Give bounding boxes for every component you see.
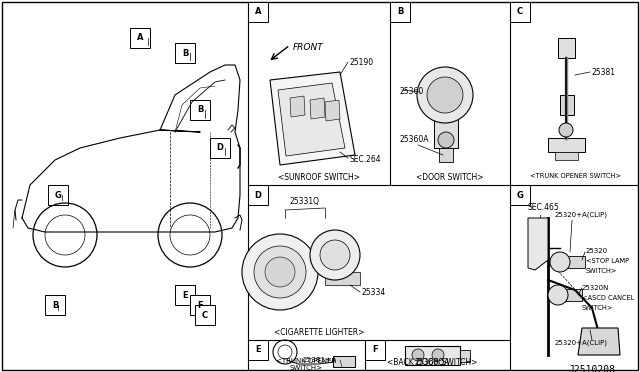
Circle shape [548,285,568,305]
Circle shape [432,349,444,361]
Bar [568,256,585,268]
Circle shape [254,246,306,298]
Circle shape [417,67,473,123]
Polygon shape [310,98,325,119]
Text: B: B [197,106,203,115]
Text: 25381: 25381 [592,68,616,77]
Text: C: C [202,311,208,320]
Polygon shape [528,218,548,270]
Text: FRONT: FRONT [293,43,324,52]
Text: <TRUNK OPENER
SWITCH>: <TRUNK OPENER SWITCH> [276,358,336,371]
Text: 25320+A(CLIP): 25320+A(CLIP) [555,212,608,218]
Bar [510,185,530,205]
Text: 25331Q: 25331Q [290,197,320,206]
Text: B: B [397,7,403,16]
Bar [175,285,195,305]
Text: 25360QA: 25360QA [414,358,450,367]
Text: 25320: 25320 [586,248,608,254]
Bar [248,340,268,360]
Bar [439,148,453,162]
Text: A: A [255,7,261,16]
Text: F: F [372,346,378,355]
Text: C: C [517,7,523,16]
Text: 25320+A(CLIP): 25320+A(CLIP) [555,340,608,346]
Text: <TRUNK OPENER SWITCH>: <TRUNK OPENER SWITCH> [529,173,621,179]
Text: <SUNROOF SWITCH>: <SUNROOF SWITCH> [278,173,360,182]
Circle shape [438,132,454,148]
Text: SWITCH>: SWITCH> [582,305,613,311]
Text: 25190: 25190 [350,58,374,67]
Bar [190,295,210,315]
Circle shape [550,252,570,272]
Text: G: G [54,190,61,199]
Text: D: D [216,144,223,153]
Bar [248,2,268,22]
Text: <CIGARETTE LIGHTER>: <CIGARETTE LIGHTER> [274,328,364,337]
Text: D: D [255,190,262,199]
Circle shape [427,77,463,113]
Text: E: E [182,291,188,299]
Text: SEC.264: SEC.264 [350,155,381,164]
Bar [405,346,460,365]
Circle shape [310,230,360,280]
Bar [558,38,575,58]
Text: E: E [255,346,261,355]
Circle shape [242,234,318,310]
Text: B: B [52,301,58,310]
Bar [460,350,470,362]
Text: 25381+A: 25381+A [302,357,336,363]
Text: G: G [516,190,524,199]
Bar [390,2,410,22]
Bar [510,2,530,22]
Bar [45,295,65,315]
Bar [130,28,150,48]
Text: J2510208: J2510208 [568,365,615,372]
Bar [175,43,195,63]
Bar [333,356,355,367]
Bar [210,138,230,158]
Text: B: B [182,48,188,58]
Bar [248,185,268,205]
Bar [560,95,574,115]
Bar [434,118,458,148]
Text: F: F [197,301,203,310]
Polygon shape [578,328,620,355]
Text: <DOOR SWITCH>: <DOOR SWITCH> [416,173,484,182]
Text: A: A [137,33,143,42]
Circle shape [559,123,573,137]
Text: 25360A: 25360A [400,135,429,144]
Bar [566,289,582,301]
Text: <BACK DOOR SWITCH>: <BACK DOOR SWITCH> [387,358,477,367]
Polygon shape [290,96,305,117]
Text: 25334: 25334 [362,288,387,297]
Text: 25360: 25360 [400,87,424,96]
Circle shape [412,349,424,361]
Text: SEC.465: SEC.465 [528,203,560,212]
Circle shape [265,257,295,287]
Circle shape [320,240,350,270]
Bar [48,185,68,205]
Bar [195,305,215,325]
Bar [365,340,385,360]
Polygon shape [325,100,340,121]
Polygon shape [270,72,355,165]
Bar [190,100,210,120]
Bar [548,138,585,152]
Text: <STOP LAMP: <STOP LAMP [586,258,629,264]
Polygon shape [278,83,345,156]
Text: <ASCD CANCEL: <ASCD CANCEL [582,295,634,301]
Bar [325,272,360,285]
Bar [555,152,578,160]
Text: 25320N: 25320N [582,285,609,291]
Text: SWITCH>: SWITCH> [586,268,618,274]
